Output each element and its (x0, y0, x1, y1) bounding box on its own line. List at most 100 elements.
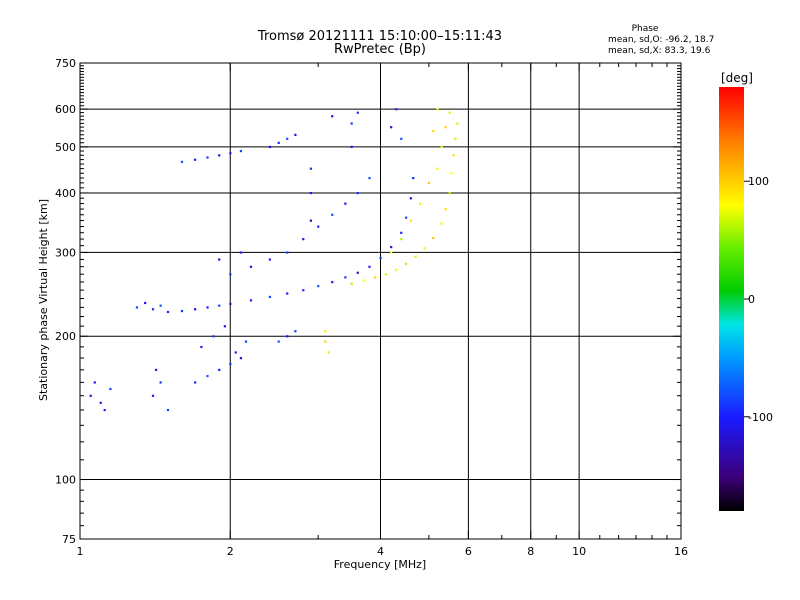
y-tick-label: 300 (55, 246, 76, 259)
data-point (309, 167, 312, 170)
data-point (109, 387, 112, 391)
y-tick-labels: 75 100 200 300 400 500 600 750 (55, 57, 76, 546)
data-point (249, 299, 253, 302)
data-point (166, 310, 170, 314)
colorbar-tick-label: 0 (748, 293, 755, 306)
data-point (206, 156, 209, 159)
y-axis-label: Stationary phase Virtual Height [km] (37, 199, 50, 401)
data-point (390, 126, 393, 129)
chart-subtitle: RwPretec (Bp) (334, 42, 426, 57)
data-point (159, 304, 162, 307)
x-tick-label: 8 (527, 545, 534, 558)
data-point (180, 160, 184, 164)
x-tick-labels: 1 2 4 6 8 10 16 (77, 545, 689, 558)
data-points (89, 108, 459, 412)
chart-title: Tromsø 20121111 15:10:00–15:11:43 (257, 29, 502, 44)
data-point (286, 292, 289, 295)
data-point (368, 176, 371, 180)
grid-lines (80, 63, 681, 539)
data-point (400, 137, 403, 140)
data-point (362, 279, 365, 282)
data-point (194, 381, 197, 384)
data-point (166, 408, 170, 412)
data-point (456, 122, 459, 125)
data-point (99, 401, 102, 404)
data-point (286, 335, 289, 338)
data-point (294, 133, 297, 136)
data-point (356, 271, 359, 274)
data-point (317, 285, 320, 288)
data-point (350, 122, 353, 125)
data-point (218, 154, 221, 157)
data-point (331, 115, 334, 118)
data-point (436, 108, 439, 111)
colorbar (719, 87, 744, 511)
data-point (414, 255, 417, 258)
data-point (229, 362, 232, 366)
data-point (286, 137, 289, 140)
data-point (229, 152, 232, 155)
data-point (194, 158, 197, 161)
data-point (395, 108, 398, 111)
data-point (277, 340, 280, 343)
data-point (239, 357, 243, 360)
data-point (440, 222, 443, 225)
data-point (151, 308, 155, 311)
data-point (159, 381, 162, 384)
data-point (331, 213, 334, 216)
data-point (427, 181, 431, 185)
y-tick-label: 400 (55, 187, 76, 200)
data-point (409, 197, 412, 200)
y-tick-label: 100 (55, 474, 76, 487)
data-point (454, 137, 457, 140)
data-point (93, 381, 96, 384)
y-tick-label: 75 (62, 533, 76, 546)
data-point (450, 172, 453, 175)
data-point (327, 351, 330, 354)
y-tick-label: 750 (55, 57, 76, 70)
data-point (218, 258, 221, 261)
data-point (234, 351, 237, 354)
data-point (448, 111, 451, 114)
data-point (218, 304, 221, 307)
x-tick-label: 1 (77, 545, 84, 558)
data-point (400, 238, 403, 241)
data-point (229, 273, 232, 276)
data-point (239, 251, 243, 254)
data-point (309, 219, 312, 222)
data-point (384, 273, 388, 276)
data-point (151, 394, 155, 397)
data-point (317, 225, 320, 228)
data-point (89, 394, 92, 397)
data-point (432, 236, 435, 239)
data-point (218, 368, 221, 372)
data-point (440, 145, 443, 149)
y-tick-label: 200 (55, 330, 76, 343)
data-point (268, 295, 271, 299)
data-point (331, 281, 334, 284)
data-point (244, 340, 248, 343)
data-point (448, 191, 451, 195)
x-tick-label: 16 (674, 545, 688, 558)
data-point (294, 330, 297, 333)
data-point (390, 251, 393, 254)
data-point (444, 126, 447, 129)
data-point (155, 368, 158, 372)
data-point (344, 202, 347, 205)
x-tick-label: 6 (465, 545, 472, 558)
colorbar-tick-label: 100 (748, 175, 769, 188)
data-point (200, 345, 203, 349)
data-point (436, 167, 439, 170)
colorbar-ticks: 100 0 -100 (744, 175, 773, 424)
data-point (423, 247, 426, 250)
data-point (180, 309, 184, 313)
data-point (206, 375, 209, 378)
phase-stats-heading: Phase (632, 24, 659, 34)
data-point (419, 202, 422, 205)
data-point (144, 301, 147, 305)
data-point (324, 330, 327, 333)
data-point (409, 219, 412, 222)
axis-ticks (79, 62, 682, 539)
